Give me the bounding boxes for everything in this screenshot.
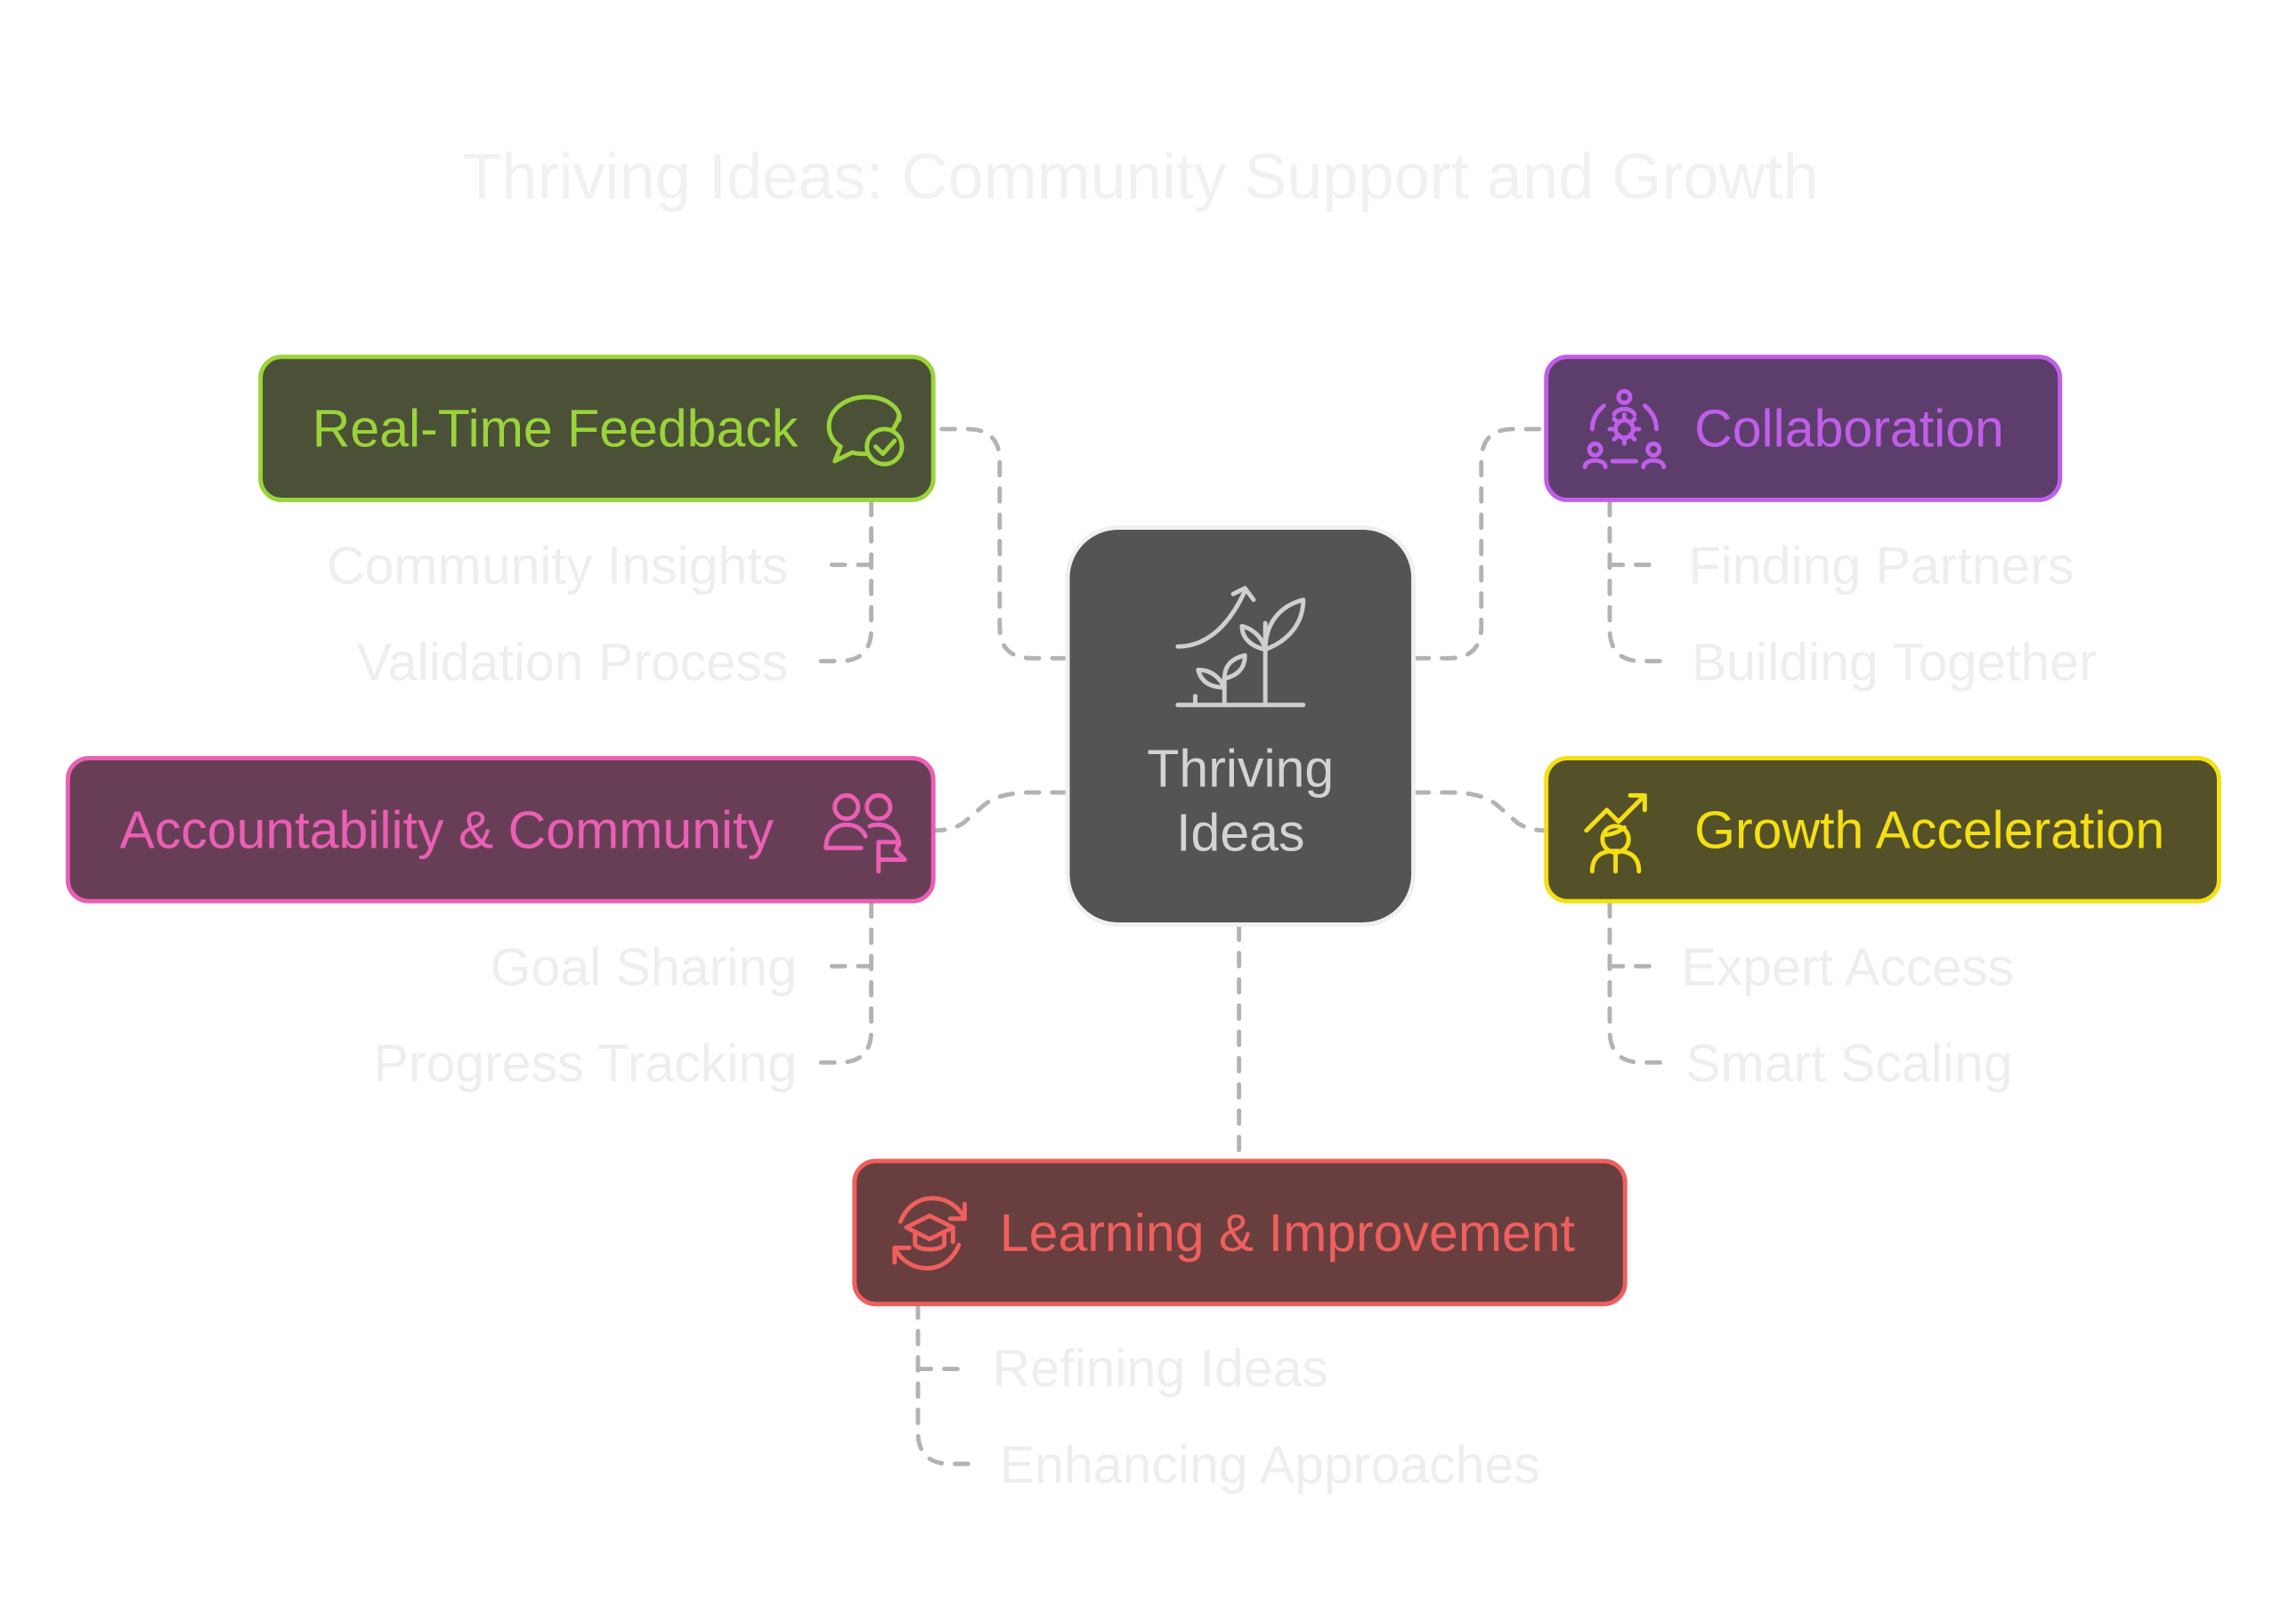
node-label: Accountability & Community xyxy=(119,799,775,859)
team-gear-icon xyxy=(1580,385,1668,472)
leaf-item: Enhancing Approaches xyxy=(999,1434,1540,1495)
leaf-item: Community Insights xyxy=(327,535,789,596)
connector-learning-items xyxy=(915,1302,971,1466)
center-node: Thriving Ideas xyxy=(1065,525,1416,927)
center-label-line1: Thriving xyxy=(1147,738,1335,799)
leaf-item: Finding Partners xyxy=(1688,535,2074,596)
leaf-item: Progress Tracking xyxy=(373,1033,798,1093)
center-label: Thriving Ideas xyxy=(1070,737,1412,865)
node-real-time-feedback: Real-Time Feedback xyxy=(258,354,936,502)
connector-growth-items xyxy=(1607,901,1663,1065)
node-accountability-community: Accountability & Community xyxy=(65,756,936,904)
node-learning-improvement: Learning & Improvement xyxy=(852,1158,1628,1307)
person-growth-arrow-icon xyxy=(1580,786,1668,873)
leaf-item: Goal Sharing xyxy=(490,937,798,997)
leaf-item: Validation Process xyxy=(356,631,789,692)
people-flag-icon xyxy=(824,786,911,873)
connector-accountability-items xyxy=(817,901,874,1065)
connector-collaboration-items xyxy=(1607,499,1663,664)
connector-center-accountability xyxy=(933,790,1068,833)
node-growth-acceleration: Growth Acceleration xyxy=(1544,756,2221,904)
node-label: Learning & Improvement xyxy=(999,1201,1576,1263)
node-label: Collaboration xyxy=(1694,397,2004,458)
connector-feedback-items xyxy=(817,499,874,664)
graduation-cycle-icon xyxy=(886,1189,973,1276)
chat-check-icon xyxy=(824,385,911,472)
connector-center-feedback xyxy=(933,426,1068,661)
node-label: Real-Time Feedback xyxy=(312,397,799,458)
diagram-title: Thriving Ideas: Community Support and Gr… xyxy=(462,142,1819,214)
leaf-item: Refining Ideas xyxy=(992,1338,1328,1399)
node-collaboration: Collaboration xyxy=(1544,354,2063,502)
leaf-item: Expert Access xyxy=(1681,937,2015,997)
connector-center-collaboration xyxy=(1413,426,1546,661)
leaf-item: Smart Scaling xyxy=(1685,1033,2013,1093)
connector-center-growth xyxy=(1413,790,1546,833)
node-label: Growth Acceleration xyxy=(1694,799,2165,859)
center-label-line2: Ideas xyxy=(1176,802,1305,863)
leaf-item: Building Together xyxy=(1691,631,2097,692)
growing-plant-icon xyxy=(1169,573,1320,725)
